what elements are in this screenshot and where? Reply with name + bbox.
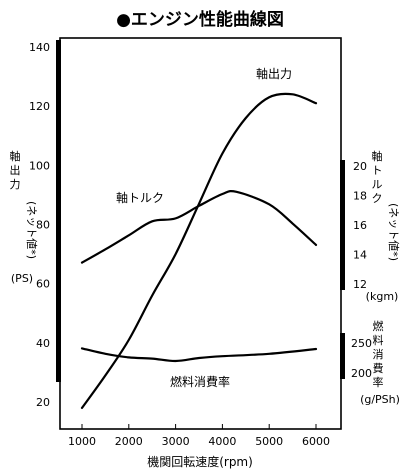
left-axis-label: 軸出力 (ネット値*) (PS): [10, 149, 39, 285]
torque-tick-label: 12: [353, 278, 367, 291]
left-tick-label: 120: [29, 100, 50, 113]
x-axis-title: 機関回転速度: [147, 454, 219, 469]
torque-axis-subtitle: (ネット値*): [387, 203, 400, 261]
left-axis-bar: [56, 40, 61, 382]
x-tick-label: 3000: [162, 435, 190, 448]
x-tick-label: 1000: [68, 435, 96, 448]
fuel-axis-bar: [340, 333, 345, 379]
torque-tick-label: 14: [353, 249, 367, 262]
torque-axis-bar: [340, 160, 345, 290]
fuel-axis-unit: (g/PSh): [360, 393, 400, 406]
series-label-torque: 軸トルク: [116, 191, 164, 205]
fuel-tick-label: 200: [351, 367, 372, 380]
left-tick-label: 20: [36, 396, 50, 409]
fuel-axis-title: 燃料消費率: [373, 319, 384, 389]
x-tick-label: 2000: [115, 435, 143, 448]
x-tick-label: 5000: [255, 435, 283, 448]
left-tick-label: 80: [36, 219, 50, 232]
left-axis-unit: (PS): [11, 272, 33, 285]
left-tick-label: 40: [36, 337, 50, 350]
left-axis-subtitle: (ネット値*): [25, 201, 38, 259]
series-label-fuel: 燃料消費率: [170, 374, 230, 389]
x-axis-label: 機関回転速度(rpm): [147, 454, 253, 469]
left-tick-label: 60: [36, 278, 50, 291]
left-tick-label: 140: [29, 41, 50, 54]
x-tick-label: 6000: [302, 435, 330, 448]
torque-tick-label: 18: [353, 190, 367, 203]
x-tick-label: 4000: [208, 435, 236, 448]
torque-axis-label: 軸トルク (ネット値*) (kgm): [366, 149, 400, 303]
fuel-tick-label: 250: [351, 337, 372, 350]
series-label-power: 軸出力: [256, 67, 292, 81]
torque-tick-label: 20: [353, 160, 367, 173]
series-line-power: [80, 92, 318, 410]
left-tick-label: 100: [29, 159, 50, 172]
series-line-fuel: [80, 347, 318, 363]
chart-title: ●エンジン性能曲線図: [116, 9, 284, 30]
left-axis-title: 軸出力: [10, 149, 21, 191]
fuel-axis-label: 燃料消費率 (g/PSh): [360, 319, 400, 406]
torque-tick-label: 16: [353, 219, 367, 232]
torque-axis-title: 軸トルク: [372, 149, 383, 205]
torque-axis-unit: (kgm): [366, 290, 399, 303]
x-axis-unit: (rpm): [219, 455, 253, 469]
series-line-torque: [80, 190, 318, 264]
